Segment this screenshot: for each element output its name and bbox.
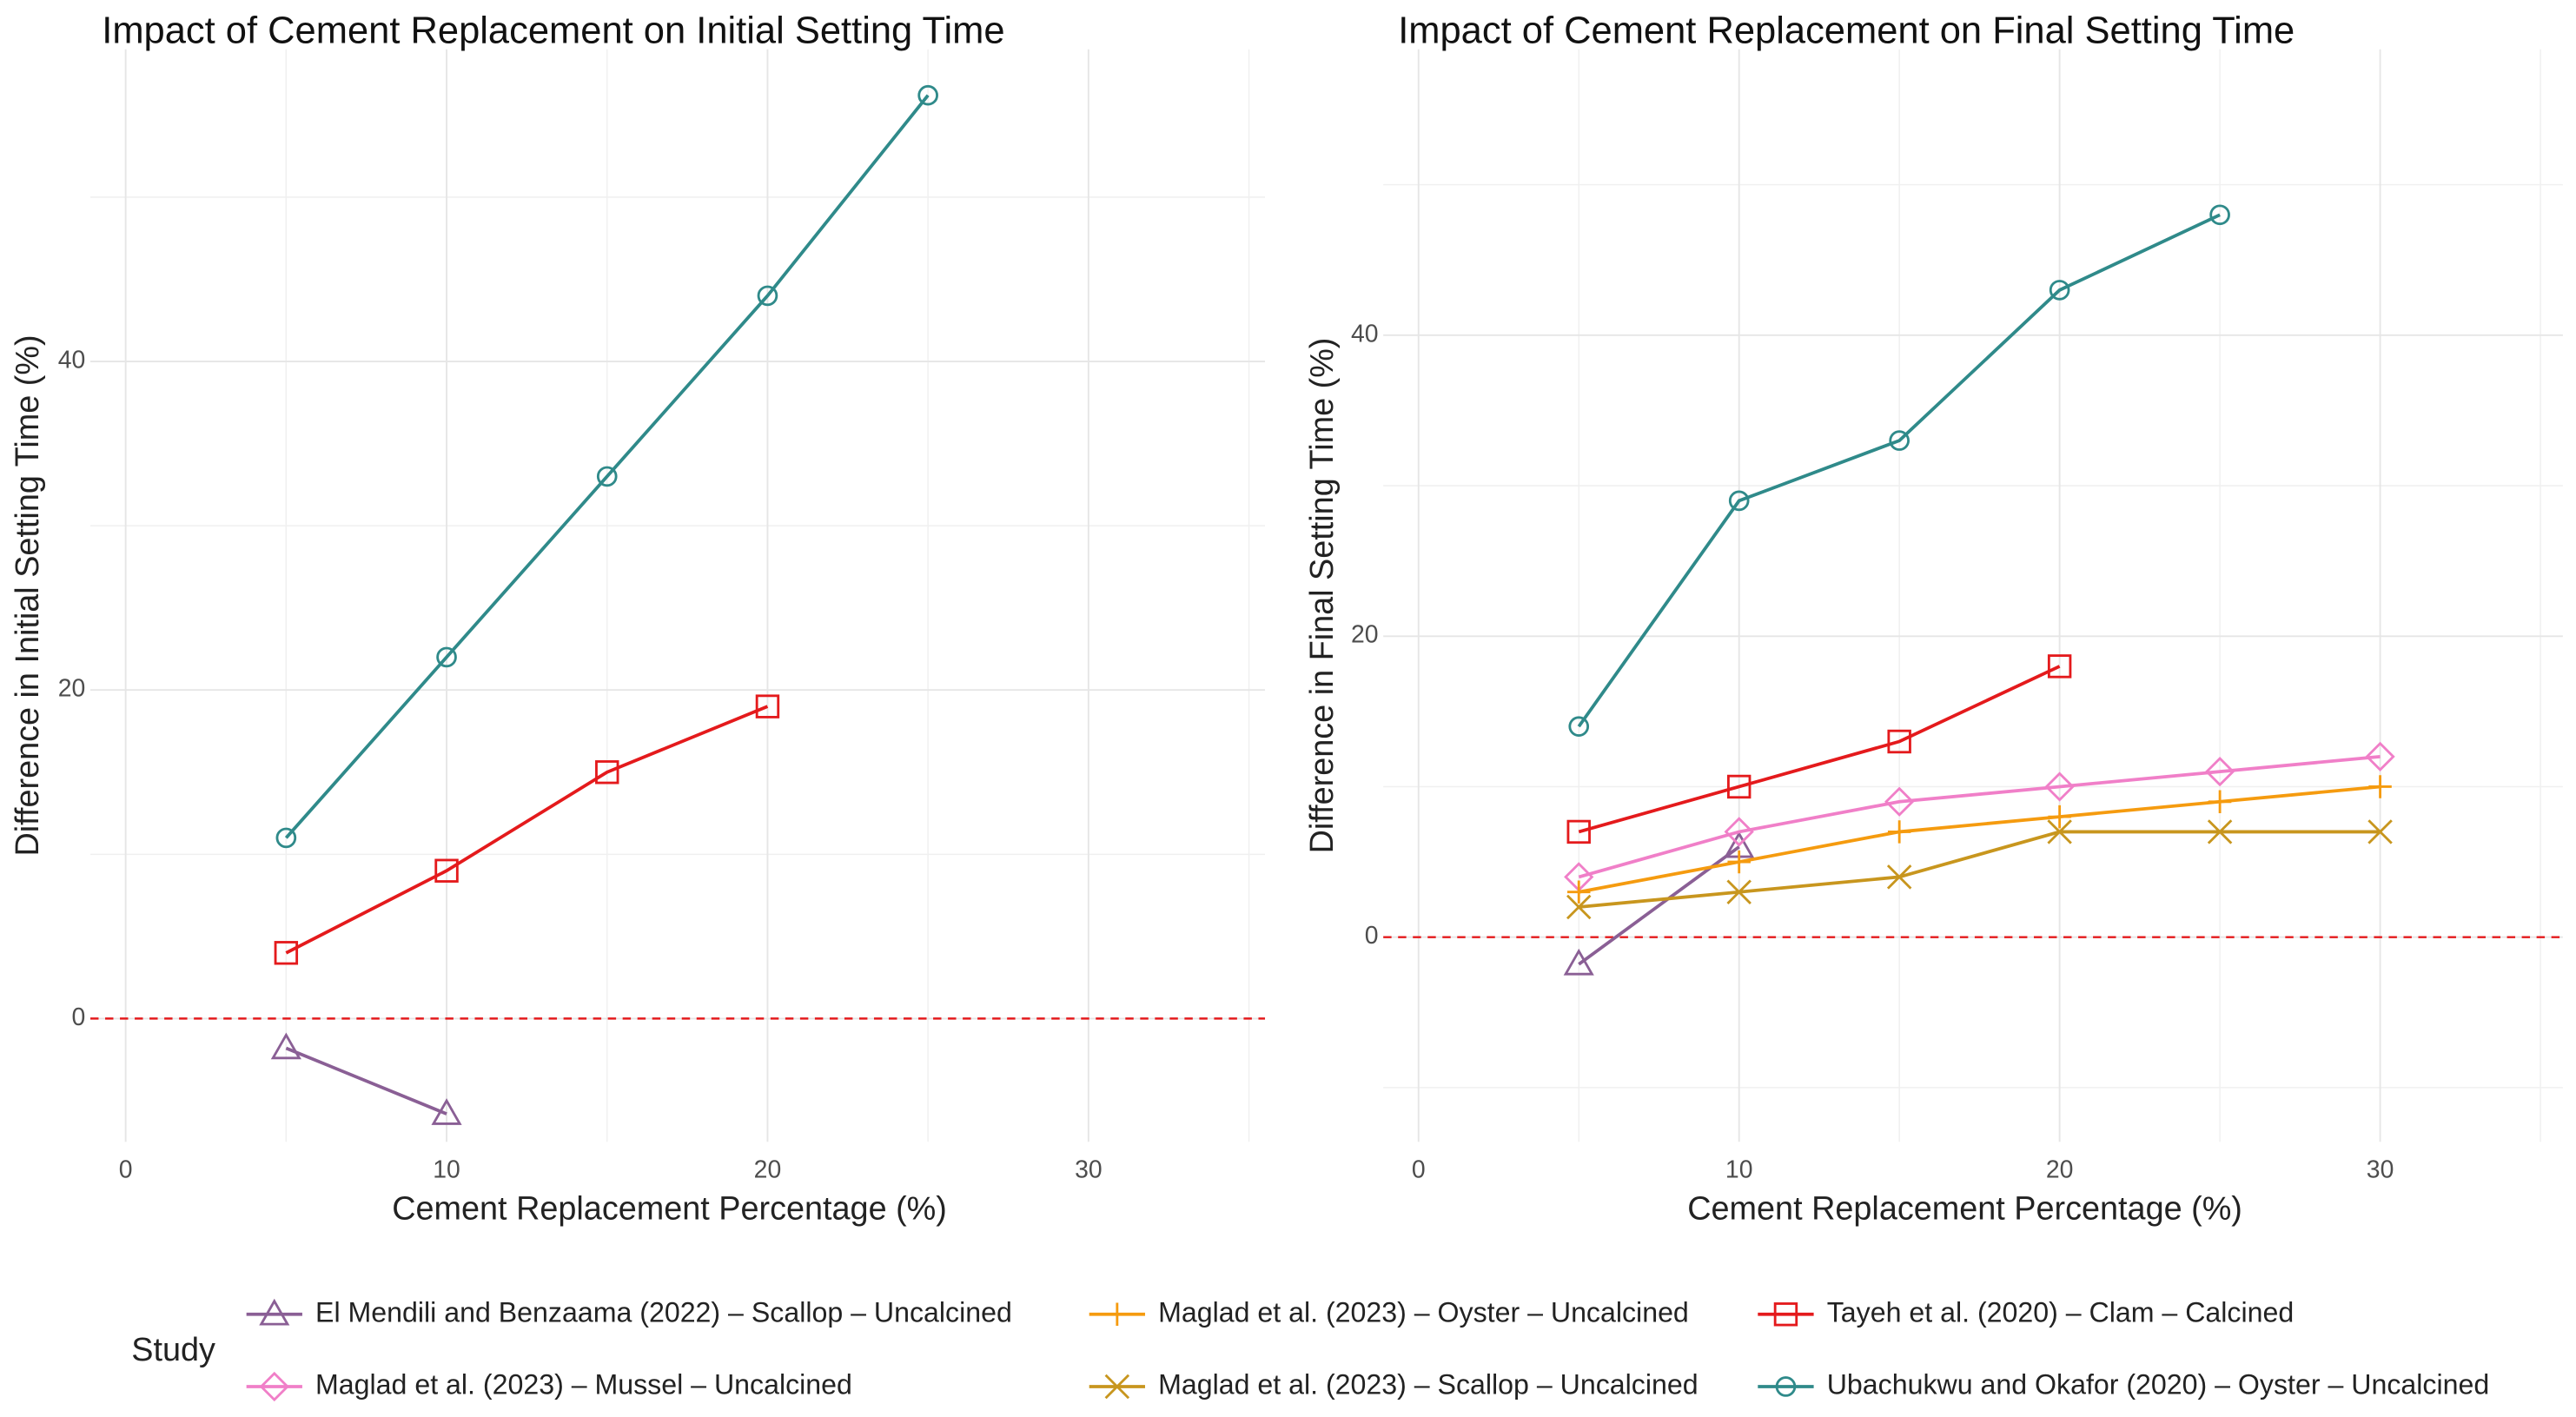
legend-title: Study	[131, 1332, 215, 1368]
series-line	[285, 705, 769, 955]
legend-marker	[1104, 1374, 1130, 1400]
point	[757, 285, 778, 307]
point	[274, 941, 299, 965]
x-tick-label: 10	[433, 1156, 460, 1184]
x-tick-label: 0	[1412, 1156, 1426, 1184]
x-axis-label: Cement Replacement Percentage (%)	[392, 1191, 947, 1228]
point	[2048, 805, 2071, 829]
point	[434, 858, 459, 883]
chart-title: Impact of Cement Replacement on Final Se…	[1398, 10, 2295, 51]
x-tick-label: 10	[1725, 1156, 1753, 1184]
point	[1568, 716, 1590, 738]
point	[1566, 880, 1591, 904]
point	[2047, 819, 2072, 844]
legend-label: Maglad et al. (2023) – Mussel – Uncalcin…	[315, 1368, 852, 1400]
point	[1887, 729, 1911, 754]
series-line	[1577, 213, 2221, 728]
y-tick-label: 40	[1351, 320, 1379, 348]
chart-title: Impact of Cement Replacement on Initial …	[102, 10, 1004, 51]
x-axis-label: Cement Replacement Percentage (%)	[1687, 1191, 2242, 1228]
point	[917, 84, 938, 106]
point	[1566, 894, 1592, 920]
legend-label: El Mendili and Benzaama (2022) – Scallop…	[315, 1296, 1012, 1328]
point	[595, 760, 619, 785]
point	[2047, 654, 2072, 679]
point	[2049, 280, 2070, 301]
legend-marker	[1775, 1376, 1797, 1397]
x-tick-label: 20	[2046, 1156, 2074, 1184]
point	[2208, 790, 2232, 814]
series-line	[1578, 785, 2381, 894]
point	[596, 466, 618, 487]
legend-label: Tayeh et al. (2020) – Clam – Calcined	[1827, 1296, 2294, 1328]
point	[436, 646, 457, 668]
point	[2209, 204, 2230, 226]
y-tick-label: 0	[1365, 922, 1379, 950]
y-axis-label: Difference in Initial Setting Time (%)	[10, 334, 46, 856]
x-tick-label: 30	[1075, 1156, 1103, 1184]
legend-label: Ubachukwu and Okafor (2020) – Oyster – U…	[1827, 1368, 2489, 1400]
point	[431, 1098, 462, 1125]
point	[1566, 819, 1591, 844]
point	[1727, 850, 1751, 874]
series-line	[284, 94, 930, 839]
point	[1884, 786, 1915, 817]
x-tick-label: 30	[2367, 1156, 2394, 1184]
point	[2365, 741, 2395, 771]
point	[755, 694, 780, 718]
legend-marker	[259, 1371, 289, 1402]
y-tick-label: 40	[58, 347, 86, 374]
series-line	[1578, 754, 2381, 879]
legend-marker	[259, 1298, 290, 1326]
y-tick-label: 20	[1351, 621, 1379, 649]
point	[1889, 430, 1910, 451]
point	[270, 1032, 301, 1060]
legend-marker	[1773, 1302, 1798, 1327]
x-tick-label: 0	[119, 1156, 133, 1184]
series-line	[1578, 665, 2061, 834]
point	[1728, 490, 1750, 512]
legend-label: Maglad et al. (2023) – Oyster – Uncalcin…	[1158, 1296, 1689, 1328]
point	[1726, 879, 1752, 904]
y-tick-label: 0	[72, 1003, 86, 1031]
point	[1563, 948, 1594, 976]
series-line	[1579, 830, 2381, 909]
point	[2207, 819, 2233, 844]
point	[1724, 817, 1754, 847]
point	[1887, 820, 1911, 844]
x-tick-label: 20	[754, 1156, 782, 1184]
point	[2368, 775, 2392, 798]
legend-label: Maglad et al. (2023) – Scallop – Uncalci…	[1158, 1368, 1698, 1400]
y-axis-label: Difference in Final Setting Time (%)	[1304, 338, 1341, 854]
point	[2367, 819, 2393, 844]
legend-marker	[1105, 1302, 1129, 1327]
point	[1726, 774, 1752, 799]
point	[2204, 757, 2235, 787]
series-line	[285, 1046, 447, 1116]
point	[2044, 771, 2075, 802]
y-tick-label: 20	[58, 675, 86, 703]
point	[1886, 864, 1912, 890]
point	[275, 827, 297, 849]
